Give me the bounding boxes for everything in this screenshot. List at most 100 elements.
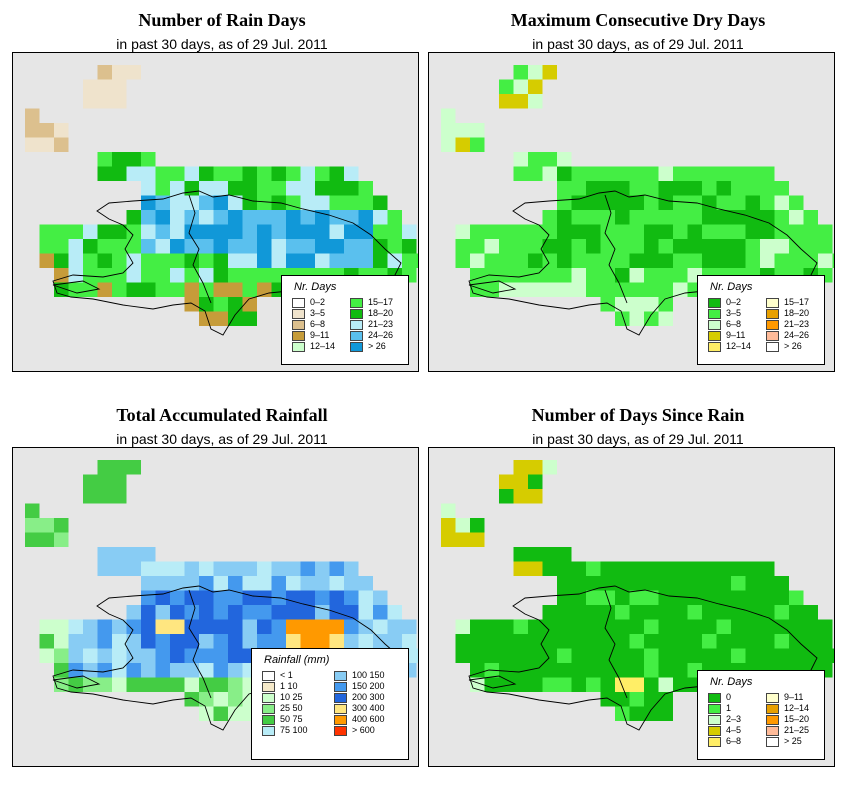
grid-cell: [199, 706, 214, 721]
legend-label: 0–2: [310, 297, 326, 307]
grid-cell: [673, 210, 688, 225]
grid-cell: [528, 648, 543, 663]
grid-cell: [170, 181, 185, 196]
grid-cell: [586, 634, 601, 649]
grid-cell: [571, 677, 586, 692]
grid-cell: [716, 253, 731, 268]
grid-cell: [542, 561, 557, 576]
grid-cell: [760, 634, 775, 649]
grid-cell: [83, 663, 98, 678]
grid-cell: [329, 590, 344, 605]
legend-swatch: [708, 342, 721, 352]
grid-cell: [470, 663, 485, 678]
grid-cell: [83, 268, 98, 283]
grid-cell: [600, 677, 615, 692]
grid-cell: [615, 166, 630, 181]
grid-cell: [455, 619, 470, 634]
grid-cell: [673, 590, 688, 605]
legend-label: 24–26: [784, 330, 810, 340]
legend-swatch: [766, 331, 779, 341]
grid-cell: [228, 576, 243, 591]
grid-cell: [257, 634, 272, 649]
grid-cell: [658, 282, 673, 297]
grid-cell: [39, 239, 54, 254]
grid-cell: [257, 619, 272, 634]
grid-cell: [213, 297, 228, 312]
grid-cell: [789, 590, 804, 605]
legend-label: 15–17: [784, 297, 810, 307]
grid-cell: [39, 532, 54, 547]
grid-cell: [68, 648, 83, 663]
grid-cell: [242, 634, 257, 649]
legend-swatch: [350, 320, 363, 330]
grid-cell: [586, 663, 601, 678]
grid-cell: [141, 253, 156, 268]
grid-cell: [499, 474, 514, 489]
grid-cell: [470, 253, 485, 268]
grid-cell: [731, 634, 746, 649]
grid-cell: [528, 547, 543, 562]
grid-cell: [745, 166, 760, 181]
grid-cell: [513, 224, 528, 239]
grid-cell: [257, 590, 272, 605]
grid-cell: [286, 561, 301, 576]
grid-cell: [803, 253, 818, 268]
grid-cell: [199, 210, 214, 225]
legend-swatch: [334, 726, 347, 736]
grid-cell: [257, 605, 272, 620]
grid-cell: [629, 282, 644, 297]
grid-cell: [687, 619, 702, 634]
grid-cell: [586, 605, 601, 620]
legend-label: 15–17: [368, 297, 394, 307]
grid-cell: [702, 224, 717, 239]
grid-cell: [542, 268, 557, 283]
grid-cell: [528, 65, 543, 80]
grid-cell: [673, 576, 688, 591]
grid-cell: [542, 210, 557, 225]
legend-label: > 26: [368, 341, 386, 351]
grid-cell: [658, 706, 673, 721]
grid-cell: [789, 210, 804, 225]
grid-cell: [97, 663, 112, 678]
grid-cell: [658, 268, 673, 283]
grid-cell: [184, 677, 199, 692]
panel-subtitle: in past 30 days, as of 29 Jul. 2011: [532, 36, 744, 52]
grid-cell: [557, 166, 572, 181]
grid-cell: [155, 561, 170, 576]
grid-cell: [470, 137, 485, 152]
grid-cell: [528, 460, 543, 475]
grid-cell: [615, 648, 630, 663]
grid-cell: [789, 224, 804, 239]
grid-cell: [615, 619, 630, 634]
grid-cell: [687, 561, 702, 576]
grid-cell: [257, 166, 272, 181]
grid-cell: [774, 239, 789, 254]
grid-cell: [644, 634, 659, 649]
grid-cell: [39, 518, 54, 533]
grid-cell: [213, 692, 228, 707]
grid-cell: [112, 282, 127, 297]
grid-cell: [39, 634, 54, 649]
grid-cell: [499, 648, 514, 663]
grid-cell: [629, 166, 644, 181]
grid-cell: [600, 297, 615, 312]
legend-label: > 25: [784, 736, 802, 746]
grid-cell: [126, 547, 141, 562]
grid-cell: [54, 634, 69, 649]
grid-cell: [213, 253, 228, 268]
grid-cell: [199, 634, 214, 649]
grid-cell: [658, 224, 673, 239]
coastline: [468, 675, 517, 689]
grid-cell: [83, 634, 98, 649]
grid-cell: [213, 282, 228, 297]
grid-cell: [257, 253, 272, 268]
grid-cell: [731, 648, 746, 663]
grid-cell: [54, 518, 69, 533]
grid-cell: [673, 268, 688, 283]
country-border: [188, 589, 212, 699]
grid-cell: [97, 152, 112, 167]
grid-cell: [557, 282, 572, 297]
grid-cell: [242, 210, 257, 225]
legend-label: 100 150: [352, 670, 385, 680]
grid-cell: [329, 561, 344, 576]
